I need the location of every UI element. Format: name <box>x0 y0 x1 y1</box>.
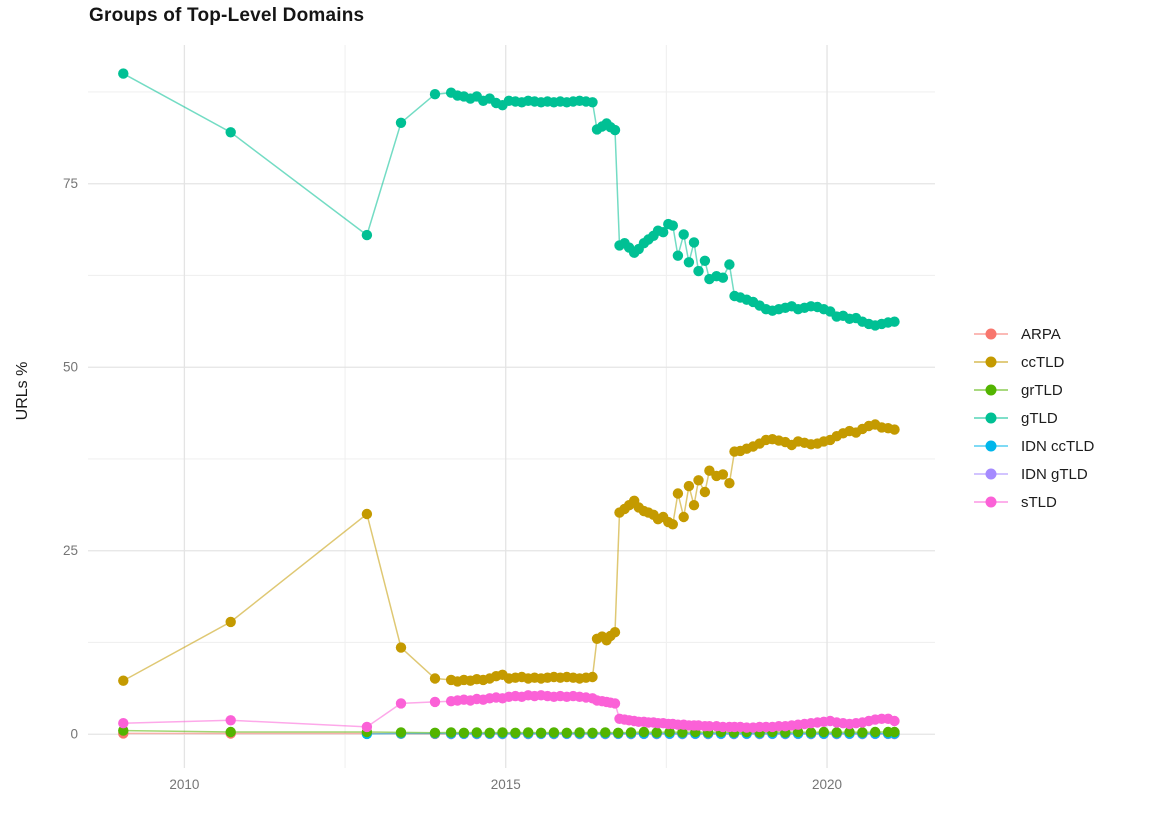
legend-item-grtld: grTLD <box>974 376 1094 404</box>
legend-key-icon <box>974 496 1008 508</box>
legend-key-icon <box>974 412 1008 424</box>
legend-key-icon <box>974 440 1008 452</box>
chart-title: Groups of Top-Level Domains <box>89 5 365 26</box>
x-tick-label: 2020 <box>812 777 842 792</box>
legend-key-icon <box>974 468 1008 480</box>
legend-item-stld: sTLD <box>974 488 1094 516</box>
legend-label: ARPA <box>1021 325 1061 343</box>
legend-label: IDN gTLD <box>1021 465 1088 483</box>
y-tick-label: 75 <box>63 176 78 191</box>
legend-label: ccTLD <box>1021 353 1065 371</box>
legend-label: sTLD <box>1021 493 1057 511</box>
legend-label: gTLD <box>1021 409 1058 427</box>
legend-item-arpa: ARPA <box>974 320 1094 348</box>
series-cctld <box>118 419 900 687</box>
legend-key-icon <box>974 356 1008 368</box>
y-tick-label: 0 <box>70 727 78 742</box>
y-tick-label: 25 <box>63 543 78 558</box>
legend-item-cctld: ccTLD <box>974 348 1094 376</box>
x-tick-label: 2015 <box>491 777 521 792</box>
y-tick-label: 50 <box>63 360 78 375</box>
series-grtld <box>118 725 900 738</box>
legend-key-icon <box>974 328 1008 340</box>
gridlines <box>88 45 935 768</box>
legend-item-idn-cctld: IDN ccTLD <box>974 432 1094 460</box>
series-gtld <box>118 68 900 331</box>
x-tick-label: 2010 <box>169 777 199 792</box>
axis-tick-labels: 0 25 50 75 2010 2015 2020 <box>63 176 842 792</box>
legend-item-idn-gtld: IDN gTLD <box>974 460 1094 488</box>
legend-key-icon <box>974 384 1008 396</box>
legend-label: grTLD <box>1021 381 1063 399</box>
legend-label: IDN ccTLD <box>1021 437 1095 455</box>
series-stld <box>118 690 900 733</box>
legend-item-gtld: gTLD <box>974 404 1094 432</box>
legend: ARPA ccTLD grTLD gTLD IDN ccTLD IDN gTLD sTLD <box>974 320 1094 516</box>
